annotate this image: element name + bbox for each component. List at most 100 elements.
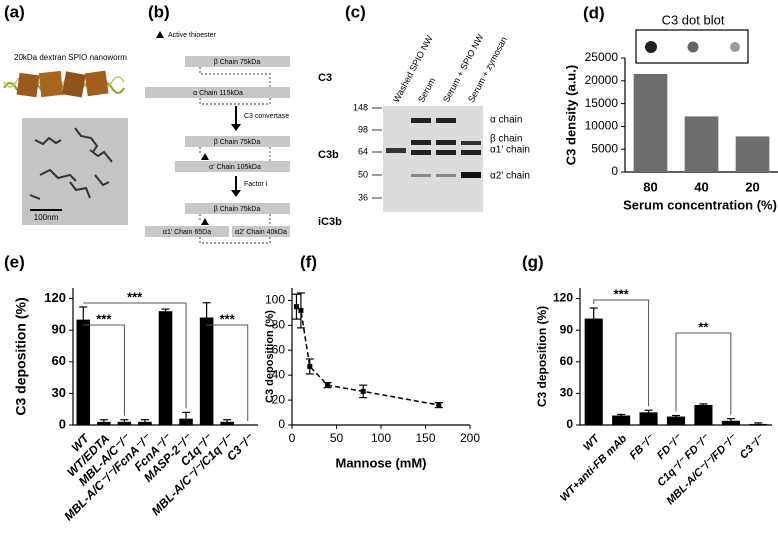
error-bar bbox=[161, 308, 170, 314]
significance-bracket bbox=[83, 324, 125, 416]
panel-label: (b) bbox=[148, 2, 170, 21]
y-tick-label: 100 bbox=[265, 293, 285, 307]
error-bar bbox=[617, 413, 626, 418]
legend-text: Active thioester bbox=[168, 32, 217, 39]
significance-label: *** bbox=[220, 311, 236, 326]
band-label: α2' chain bbox=[490, 171, 530, 182]
tem-image bbox=[22, 118, 128, 225]
y-tick-label: 20000 bbox=[585, 73, 619, 87]
chain-label: β Chain 75kDa bbox=[214, 59, 261, 66]
x-tick-label: 20 bbox=[745, 179, 759, 194]
y-tick-label: 0 bbox=[611, 164, 618, 178]
error-bar bbox=[79, 306, 88, 333]
y-tick-label: 5000 bbox=[591, 141, 618, 155]
marker-label: 36 bbox=[358, 192, 368, 202]
chain-label: α1' Chain 65Da bbox=[163, 229, 211, 236]
x-axis-label: Mannose (mM) bbox=[336, 455, 427, 470]
nanoworm bbox=[3, 70, 125, 98]
y-tick-label: 30 bbox=[52, 385, 66, 400]
band-label: α chain bbox=[490, 115, 522, 126]
significance-bracket bbox=[206, 324, 249, 421]
molecule-name: iC3b bbox=[318, 216, 342, 228]
enzyme-label: C3 convertase bbox=[244, 113, 289, 120]
error-bar bbox=[589, 307, 598, 330]
y-axis-label: C3 deposition (%) bbox=[264, 310, 276, 403]
x-axis-label: Serum concentration (%) bbox=[623, 197, 777, 212]
chain-label: β Chain 75kDa bbox=[214, 206, 261, 213]
x-tick-label: 0 bbox=[289, 431, 296, 445]
panel-label: (a) bbox=[4, 2, 25, 21]
x-tick-label: 50 bbox=[330, 431, 344, 445]
error-bar bbox=[726, 418, 735, 424]
band-label: β chain bbox=[490, 134, 522, 145]
y-tick-label: 20 bbox=[272, 392, 286, 406]
y-tick-label: 10000 bbox=[585, 119, 619, 133]
y-tick-label: 0 bbox=[59, 416, 66, 431]
error-bar bbox=[644, 409, 653, 416]
c3-diagram: (b) Active thioester β Chain 75kDa α Cha… bbox=[145, 2, 342, 244]
y-tick-label: 60 bbox=[52, 353, 66, 368]
marker-label: 64 bbox=[358, 146, 368, 156]
chart: (d) C3 dot blot C3 density (a.u.) Serum con… bbox=[563, 3, 778, 212]
error-bar bbox=[182, 411, 191, 426]
x-tick-label: C3⁻/⁻ bbox=[738, 432, 768, 462]
bar bbox=[158, 311, 173, 425]
data-point bbox=[293, 304, 299, 310]
significance-label: *** bbox=[127, 289, 143, 304]
error-bar bbox=[202, 302, 211, 333]
x-tick-label: WT bbox=[581, 432, 602, 453]
bar bbox=[735, 136, 770, 172]
y-tick-label: 80 bbox=[272, 318, 286, 332]
chain-label: α2' Chain 40kDa bbox=[235, 229, 287, 236]
y-tick-label: 60 bbox=[560, 354, 574, 368]
error-bar bbox=[672, 414, 680, 419]
caption: 20kDa dextran SPIO nanoworm bbox=[14, 53, 127, 62]
y-tick-label: 120 bbox=[553, 291, 573, 305]
y-tick-label: 25000 bbox=[585, 50, 619, 64]
dot-blot bbox=[635, 29, 749, 64]
chart: (e)C3 deposition (%)0306090120WTWT/EDTAM… bbox=[4, 252, 258, 523]
bar bbox=[199, 317, 214, 425]
bar bbox=[694, 404, 713, 425]
marker-label: 148 bbox=[353, 102, 368, 112]
x-tick-label: 40 bbox=[694, 179, 708, 194]
y-tick-label: 0 bbox=[566, 417, 573, 431]
y-tick-label: 90 bbox=[560, 322, 574, 336]
significance-bracket bbox=[83, 302, 187, 409]
x-tick-label: 150 bbox=[415, 431, 435, 445]
bar bbox=[76, 319, 91, 425]
error-bar bbox=[99, 419, 108, 425]
bar bbox=[584, 318, 603, 425]
y-tick-label: 0 bbox=[278, 417, 285, 431]
data-point bbox=[436, 402, 442, 408]
chart: (f) C3 deposition (%) Mannose (mM) 0 20 40 60 8… bbox=[264, 252, 480, 470]
significance-label: *** bbox=[96, 311, 112, 326]
panel-label: (d) bbox=[583, 3, 605, 22]
chart-title: C3 dot blot bbox=[662, 12, 725, 27]
bar bbox=[633, 73, 668, 172]
y-tick-label: 30 bbox=[560, 386, 574, 400]
y-axis-label: C3 deposition (%) bbox=[535, 306, 549, 407]
marker-label: 50 bbox=[358, 169, 368, 179]
bar bbox=[612, 415, 631, 425]
panel-label: (f) bbox=[300, 252, 317, 271]
y-axis-label: C3 density (a.u.) bbox=[563, 65, 578, 165]
significance-label: ** bbox=[698, 319, 709, 334]
significance-bracket bbox=[675, 332, 732, 415]
y-tick-label: 40 bbox=[272, 367, 286, 381]
panel-label: (e) bbox=[4, 252, 25, 271]
data-point bbox=[325, 382, 331, 388]
axis-line bbox=[291, 288, 470, 426]
molecule-name: C3b bbox=[318, 149, 339, 161]
error-bar bbox=[223, 419, 232, 425]
enzyme-label: Factor I bbox=[244, 181, 268, 188]
data-point bbox=[360, 388, 366, 394]
marker-label: 98 bbox=[358, 124, 368, 134]
error-bar bbox=[120, 419, 129, 425]
panel-label: (g) bbox=[522, 252, 544, 271]
error-bar bbox=[754, 422, 763, 426]
chart: (g)C3 deposition (%)0306090120WTWT+anti-… bbox=[522, 252, 772, 507]
panel-label: (c) bbox=[345, 2, 366, 21]
bar bbox=[639, 412, 658, 425]
